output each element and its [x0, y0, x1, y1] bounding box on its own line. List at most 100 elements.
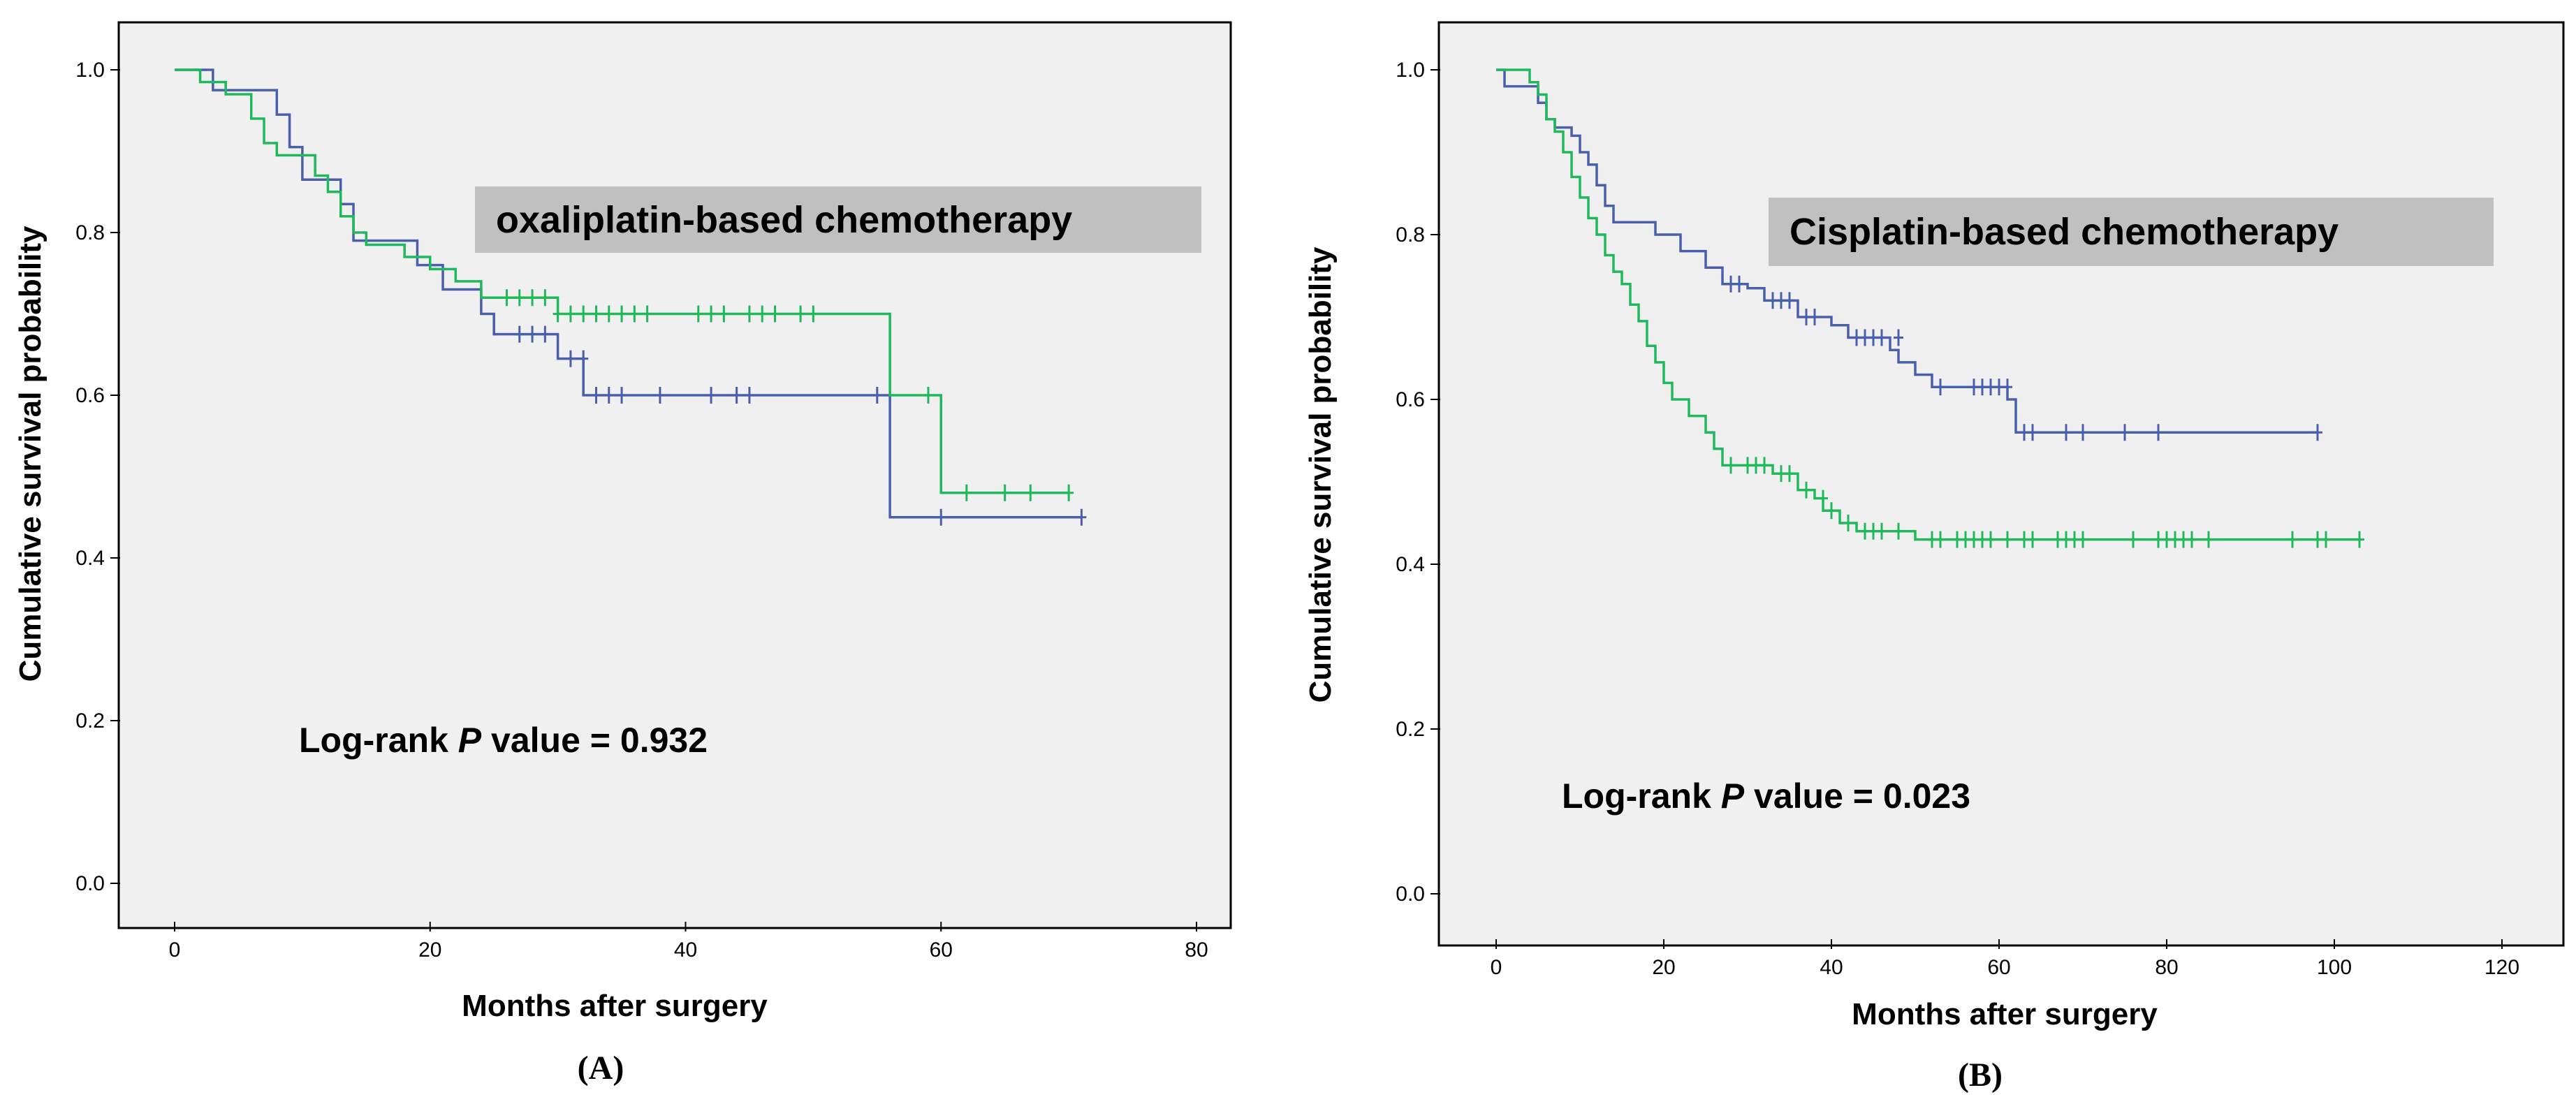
- panel-b-censor-mark-blue: [2078, 424, 2088, 441]
- panel-b-censor-mark-blue: [1852, 329, 1861, 346]
- panel-a-xtick-label: 60: [930, 938, 953, 962]
- panel-b-censor-mark-blue: [1969, 378, 1979, 396]
- panel-b-censor-mark-green: [1843, 515, 1853, 531]
- panel-b-censor-mark-blue: [1768, 292, 1778, 309]
- panel-b-censor-mark-green: [2187, 531, 2197, 548]
- panel-b-censor-mark-green: [2170, 531, 2180, 548]
- panel-a-pvalue-suffix: value = 0.932: [481, 721, 708, 760]
- panel-a-axes: 0 20 40 60 80 0.0 0.2 0.4 0.6 0.8 1.0: [75, 59, 1208, 962]
- panel-b: 0 20 40 60 80 100 120 0.0 0.2 0.4 0.6 0.8 1.0 Cispla…: [1303, 21, 2565, 1094]
- panel-b-censor-mark-green: [1961, 531, 1970, 548]
- panel-b-xlabel: Months after surgery: [1852, 997, 2158, 1031]
- panel-a-xtick-label: 0: [169, 938, 181, 962]
- panel-b-xtick-label: 0: [1491, 956, 1502, 979]
- panel-a-censor-mark-green: [514, 289, 525, 307]
- panel-a-ytick-label: 0.2: [75, 709, 105, 732]
- panel-a-title-box: [475, 186, 1201, 253]
- panel-a-censor-mark-blue: [731, 387, 742, 404]
- panel-b-censor-mark-blue: [1986, 378, 1996, 396]
- panel-b-pvalue-prefix: Log-rank: [1562, 776, 1721, 816]
- panel-b-censor-mark-blue: [1877, 329, 1887, 346]
- panel-a-pvalue: Log-rank P value = 0.932: [299, 721, 708, 760]
- panel-b-ytick-label: 0.6: [1396, 388, 1425, 411]
- panel-b-censor-mark-blue: [1935, 378, 1945, 396]
- panel-b-censor-mark-green: [1818, 489, 1828, 507]
- panel-b-censor-mark-green: [1860, 522, 1870, 540]
- panel-b-censor-mark-green: [1751, 457, 1761, 474]
- panel-b-axes: 0 20 40 60 80 100 120 0.0 0.2 0.4 0.6 0.8 1.0: [1396, 59, 2519, 979]
- panel-b-curve-blue: [1496, 68, 2318, 434]
- panel-b-censor-mark-green: [1877, 522, 1887, 540]
- panel-b-censor-mark-green: [2179, 531, 2188, 548]
- panel-a-pvalue-prefix: Log-rank: [299, 721, 458, 760]
- panel-b-censor-mark-green: [1969, 531, 1979, 548]
- panel-b-ytick-label: 0.4: [1396, 553, 1425, 576]
- panel-a-censor-mark-blue: [514, 325, 525, 343]
- panel-b-censor-mark-green: [2078, 531, 2088, 548]
- panel-b-ytick-label: 0.2: [1396, 718, 1425, 741]
- panel-b-censor-mark-blue: [1868, 329, 1878, 346]
- panel-a-xtick-label: 80: [1185, 938, 1208, 962]
- panel-a-censor-mark-green: [578, 305, 589, 323]
- panel-a-censor-mark-green: [552, 305, 563, 323]
- panel-b-pvalue-suffix: value = 0.023: [1744, 776, 1970, 816]
- panel-b-censor-mark-green: [2288, 531, 2297, 548]
- panel-b-ytick-label: 0.0: [1396, 883, 1425, 906]
- panel-b-censor-mark-green: [1868, 522, 1878, 540]
- panel-b-censor-mark-green: [1894, 522, 1903, 540]
- panel-b-ytick-label: 1.0: [1396, 59, 1425, 82]
- panel-b-censor-mark-green: [2153, 531, 2163, 548]
- panel-b-censor-mark-blue: [1776, 292, 1786, 309]
- panel-a-censor-mark-green: [808, 305, 819, 323]
- panel-b-censor-mark-blue: [1994, 378, 2004, 396]
- panel-a-censor-mark-green: [1000, 484, 1010, 501]
- panel-b-pvalue-p: P: [1721, 776, 1745, 816]
- panel-a-censor-mark-green: [744, 305, 754, 323]
- panel-b-censor-mark-green: [2003, 531, 2012, 548]
- panel-a-title: oxaliplatin-based chemotherapy: [496, 199, 1072, 241]
- panel-b-censor-mark-green: [2028, 531, 2037, 548]
- panel-a-xtick-label: 20: [418, 938, 441, 962]
- panel-b-censor-mark-green: [2313, 531, 2322, 548]
- panel-a-censor-mark-green: [706, 305, 717, 323]
- panel-b-censor-mark-green: [1785, 465, 1794, 483]
- panel-a-censor-mark-blue: [706, 387, 717, 404]
- panel-a-censor-mark-green: [540, 289, 550, 307]
- panel-a-label: (A): [578, 1050, 624, 1087]
- panel-b-censor-mark-blue: [1734, 275, 1744, 293]
- panel-b-censor-mark-green: [1952, 531, 1962, 548]
- panel-b-ytick-label: 0.8: [1396, 223, 1425, 246]
- panel-b-xtick-label: 100: [2317, 956, 2352, 979]
- panel-b-censor-mark-green: [2162, 531, 2172, 548]
- panel-b-censor-mark-blue: [2153, 424, 2163, 441]
- panel-b-xtick-label: 40: [1820, 956, 1843, 979]
- panel-b-censor-mark-green: [2128, 531, 2138, 548]
- panel-b-censor-mark-blue: [1801, 309, 1811, 325]
- panel-a: 0 20 40 60 80 0.0 0.2 0.4 0.6 0.8 1.0 oxaliplatin-…: [13, 21, 1232, 1087]
- panel-b-curve-green: [1496, 68, 2359, 541]
- panel-a-censor-mark-blue: [527, 325, 538, 343]
- panel-b-pvalue: Log-rank P value = 0.023: [1562, 776, 1970, 816]
- panel-a-curve-blue: [175, 68, 1082, 519]
- panel-a-censor-mark-green: [502, 289, 512, 307]
- panel-a-censor-mark-green: [565, 305, 576, 323]
- panel-b-censor-mark-green: [2355, 531, 2364, 548]
- panel-b-censor-mark-green: [2019, 531, 2029, 548]
- panel-a-censor-mark-green: [693, 305, 703, 323]
- panel-a-censor-mark-green: [617, 305, 627, 323]
- panel-a-ytick-label: 0.6: [75, 384, 105, 407]
- panel-b-ylabel: Cumulative survival probability: [1303, 246, 1338, 702]
- panel-a-censor-mark-blue: [872, 387, 882, 404]
- panel-a-censor-mark-blue: [565, 350, 576, 367]
- panel-b-censor-mark-green: [2070, 531, 2079, 548]
- panel-a-ytick-label: 0.0: [75, 872, 105, 895]
- panel-b-censor-mark-green: [1776, 465, 1786, 483]
- panel-b-censor-mark-blue: [2313, 424, 2322, 441]
- panel-a-ytick-label: 1.0: [75, 59, 105, 82]
- panel-b-censor-mark-blue: [2120, 424, 2130, 441]
- panel-a-censor-mark-green: [961, 484, 972, 501]
- panel-b-censor-mark-green: [2321, 531, 2331, 548]
- panel-b-title-box: [1769, 198, 2494, 266]
- panel-a-censor-mark-green: [1064, 484, 1074, 501]
